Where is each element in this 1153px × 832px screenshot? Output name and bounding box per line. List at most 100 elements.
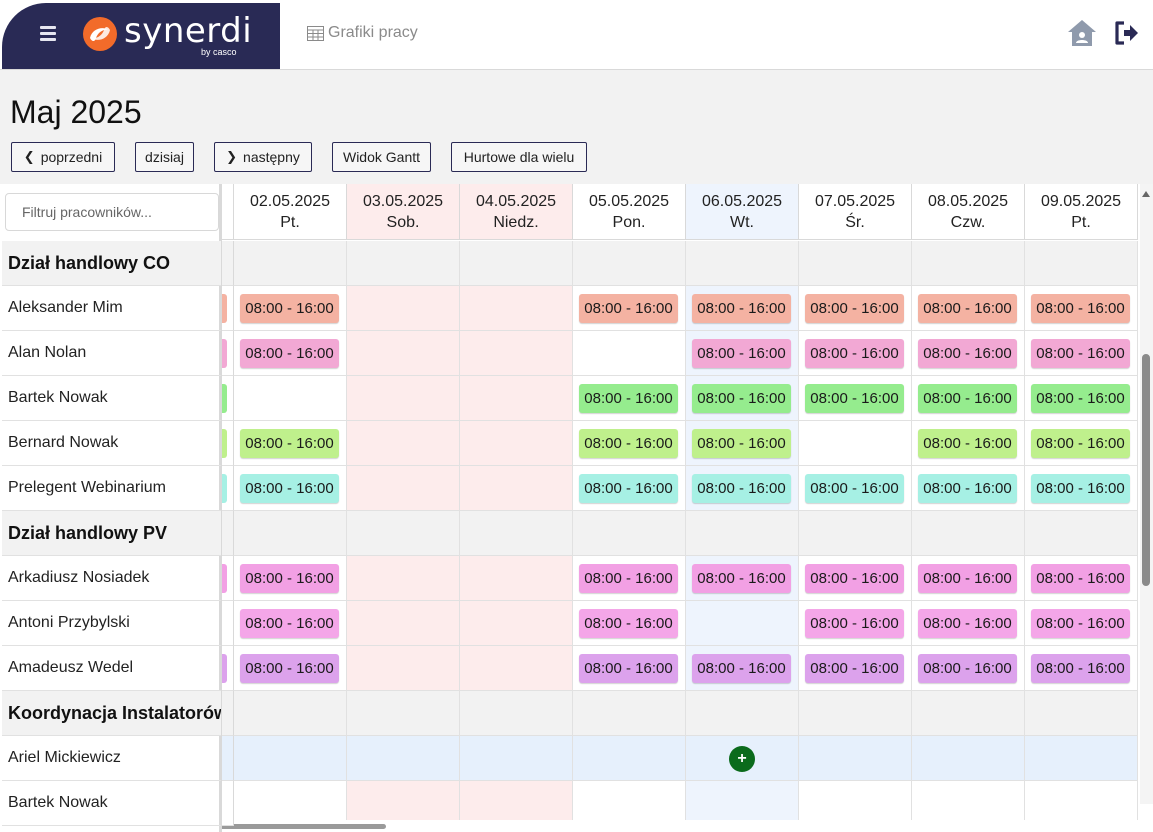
scroll-up-arrow-icon[interactable] bbox=[1142, 191, 1150, 197]
shift-chip-edge[interactable] bbox=[222, 294, 227, 323]
shift-chip[interactable]: 08:00 - 16:00 bbox=[1031, 609, 1130, 638]
schedule-cell[interactable]: 08:00 - 16:00 bbox=[912, 466, 1025, 511]
schedule-cell[interactable]: 08:00 - 16:00 bbox=[573, 646, 686, 691]
bulk-edit-button[interactable]: Hurtowe dla wielu bbox=[451, 142, 587, 172]
schedule-cell[interactable] bbox=[460, 286, 573, 331]
hamburger-menu-icon[interactable] bbox=[40, 26, 56, 44]
home-icon[interactable] bbox=[1066, 18, 1098, 48]
schedule-cell[interactable] bbox=[460, 646, 573, 691]
schedule-cell[interactable]: 08:00 - 16:00 bbox=[799, 331, 912, 376]
employee-name[interactable]: Aleksander Mim bbox=[2, 286, 221, 331]
shift-chip[interactable]: 08:00 - 16:00 bbox=[918, 609, 1017, 638]
schedule-cell[interactable] bbox=[460, 376, 573, 421]
shift-chip[interactable]: 08:00 - 16:00 bbox=[805, 654, 904, 683]
shift-chip-edge[interactable] bbox=[222, 429, 227, 458]
schedule-cell[interactable]: 08:00 - 16:00 bbox=[1025, 331, 1138, 376]
shift-chip[interactable]: 08:00 - 16:00 bbox=[692, 384, 791, 413]
shift-chip[interactable]: 08:00 - 16:00 bbox=[918, 339, 1017, 368]
employee-name[interactable]: Bartek Nowak bbox=[2, 376, 221, 421]
schedule-cell[interactable] bbox=[234, 781, 347, 826]
shift-chip[interactable]: 08:00 - 16:00 bbox=[918, 294, 1017, 323]
shift-chip[interactable]: 08:00 - 16:00 bbox=[692, 654, 791, 683]
shift-chip[interactable]: 08:00 - 16:00 bbox=[579, 609, 678, 638]
schedule-cell[interactable]: 08:00 - 16:00 bbox=[1025, 646, 1138, 691]
schedule-cell[interactable] bbox=[347, 601, 460, 646]
schedule-cell[interactable] bbox=[460, 421, 573, 466]
schedule-cell[interactable]: 08:00 - 16:00 bbox=[912, 556, 1025, 601]
schedule-cell[interactable]: + bbox=[686, 736, 799, 781]
shift-chip[interactable]: 08:00 - 16:00 bbox=[692, 564, 791, 593]
shift-chip[interactable]: 08:00 - 16:00 bbox=[240, 609, 339, 638]
employee-name[interactable]: Alan Nolan bbox=[2, 331, 221, 376]
shift-chip[interactable]: 08:00 - 16:00 bbox=[579, 429, 678, 458]
shift-chip[interactable]: 08:00 - 16:00 bbox=[579, 564, 678, 593]
shift-chip[interactable]: 08:00 - 16:00 bbox=[918, 564, 1017, 593]
shift-chip[interactable]: 08:00 - 16:00 bbox=[1031, 429, 1130, 458]
schedule-cell[interactable] bbox=[686, 781, 799, 826]
schedule-cell[interactable]: 08:00 - 16:00 bbox=[799, 466, 912, 511]
schedule-cell[interactable]: 08:00 - 16:00 bbox=[234, 421, 347, 466]
schedule-cell[interactable] bbox=[799, 736, 912, 781]
shift-chip[interactable]: 08:00 - 16:00 bbox=[692, 339, 791, 368]
schedule-cell[interactable]: 08:00 - 16:00 bbox=[912, 646, 1025, 691]
schedule-cell[interactable]: 08:00 - 16:00 bbox=[799, 556, 912, 601]
schedule-cell[interactable]: 08:00 - 16:00 bbox=[686, 646, 799, 691]
shift-chip[interactable]: 08:00 - 16:00 bbox=[1031, 474, 1130, 503]
employee-name[interactable]: Bartek Nowak bbox=[2, 781, 221, 826]
shift-chip[interactable]: 08:00 - 16:00 bbox=[240, 654, 339, 683]
schedule-cell[interactable] bbox=[799, 421, 912, 466]
schedule-cell[interactable]: 08:00 - 16:00 bbox=[912, 421, 1025, 466]
schedule-cell[interactable] bbox=[347, 331, 460, 376]
schedule-cell[interactable]: 08:00 - 16:00 bbox=[912, 601, 1025, 646]
schedule-cell[interactable] bbox=[460, 781, 573, 826]
schedule-cell[interactable]: 08:00 - 16:00 bbox=[912, 376, 1025, 421]
schedule-cell[interactable]: 08:00 - 16:00 bbox=[799, 646, 912, 691]
shift-chip[interactable]: 08:00 - 16:00 bbox=[240, 339, 339, 368]
schedule-cell[interactable]: 08:00 - 16:00 bbox=[1025, 421, 1138, 466]
shift-chip[interactable]: 08:00 - 16:00 bbox=[805, 384, 904, 413]
schedule-cell[interactable]: 08:00 - 16:00 bbox=[573, 466, 686, 511]
schedule-cell[interactable]: 08:00 - 16:00 bbox=[573, 376, 686, 421]
shift-chip-edge[interactable] bbox=[222, 654, 227, 683]
shift-chip[interactable]: 08:00 - 16:00 bbox=[240, 294, 339, 323]
employee-filter-input[interactable] bbox=[5, 193, 219, 231]
schedule-cell[interactable]: 08:00 - 16:00 bbox=[799, 286, 912, 331]
shift-chip[interactable]: 08:00 - 16:00 bbox=[805, 564, 904, 593]
schedule-cell[interactable]: 08:00 - 16:00 bbox=[1025, 601, 1138, 646]
schedule-cell[interactable]: 08:00 - 16:00 bbox=[573, 286, 686, 331]
shift-chip-edge[interactable] bbox=[222, 564, 227, 593]
schedule-cell[interactable]: 08:00 - 16:00 bbox=[686, 556, 799, 601]
shift-chip[interactable]: 08:00 - 16:00 bbox=[579, 294, 678, 323]
shift-chip[interactable]: 08:00 - 16:00 bbox=[692, 474, 791, 503]
employee-name[interactable]: Antoni Przybylski bbox=[2, 601, 221, 646]
schedule-cell[interactable] bbox=[573, 781, 686, 826]
schedule-cell[interactable] bbox=[234, 376, 347, 421]
vertical-scrollbar-thumb[interactable] bbox=[1142, 354, 1150, 586]
schedule-cell[interactable]: 08:00 - 16:00 bbox=[686, 466, 799, 511]
schedule-cell[interactable] bbox=[347, 376, 460, 421]
schedule-cell[interactable] bbox=[460, 331, 573, 376]
schedule-cell[interactable]: 08:00 - 16:00 bbox=[573, 421, 686, 466]
schedule-cell[interactable] bbox=[1025, 736, 1138, 781]
employee-name[interactable]: Prelegent Webinarium bbox=[2, 466, 221, 511]
schedule-cell[interactable]: 08:00 - 16:00 bbox=[234, 646, 347, 691]
shift-chip[interactable]: 08:00 - 16:00 bbox=[918, 429, 1017, 458]
schedule-cell[interactable] bbox=[347, 286, 460, 331]
schedule-cell[interactable]: 08:00 - 16:00 bbox=[234, 466, 347, 511]
shift-chip[interactable]: 08:00 - 16:00 bbox=[918, 474, 1017, 503]
schedule-cell[interactable] bbox=[1025, 781, 1138, 826]
employee-name[interactable]: Ariel Mickiewicz bbox=[2, 736, 221, 781]
breadcrumb[interactable]: Grafiki pracy bbox=[307, 24, 418, 42]
schedule-cell[interactable]: 08:00 - 16:00 bbox=[686, 331, 799, 376]
schedule-cell[interactable]: 08:00 - 16:00 bbox=[234, 331, 347, 376]
schedule-cell[interactable] bbox=[234, 736, 347, 781]
schedule-cell[interactable] bbox=[347, 781, 460, 826]
shift-chip[interactable]: 08:00 - 16:00 bbox=[692, 429, 791, 458]
schedule-cell[interactable] bbox=[460, 466, 573, 511]
schedule-cell[interactable]: 08:00 - 16:00 bbox=[799, 601, 912, 646]
schedule-cell[interactable] bbox=[460, 736, 573, 781]
schedule-cell[interactable] bbox=[799, 781, 912, 826]
schedule-cell[interactable]: 08:00 - 16:00 bbox=[1025, 556, 1138, 601]
today-button[interactable]: dzisiaj bbox=[135, 142, 194, 172]
gantt-view-button[interactable]: Widok Gantt bbox=[332, 142, 431, 172]
